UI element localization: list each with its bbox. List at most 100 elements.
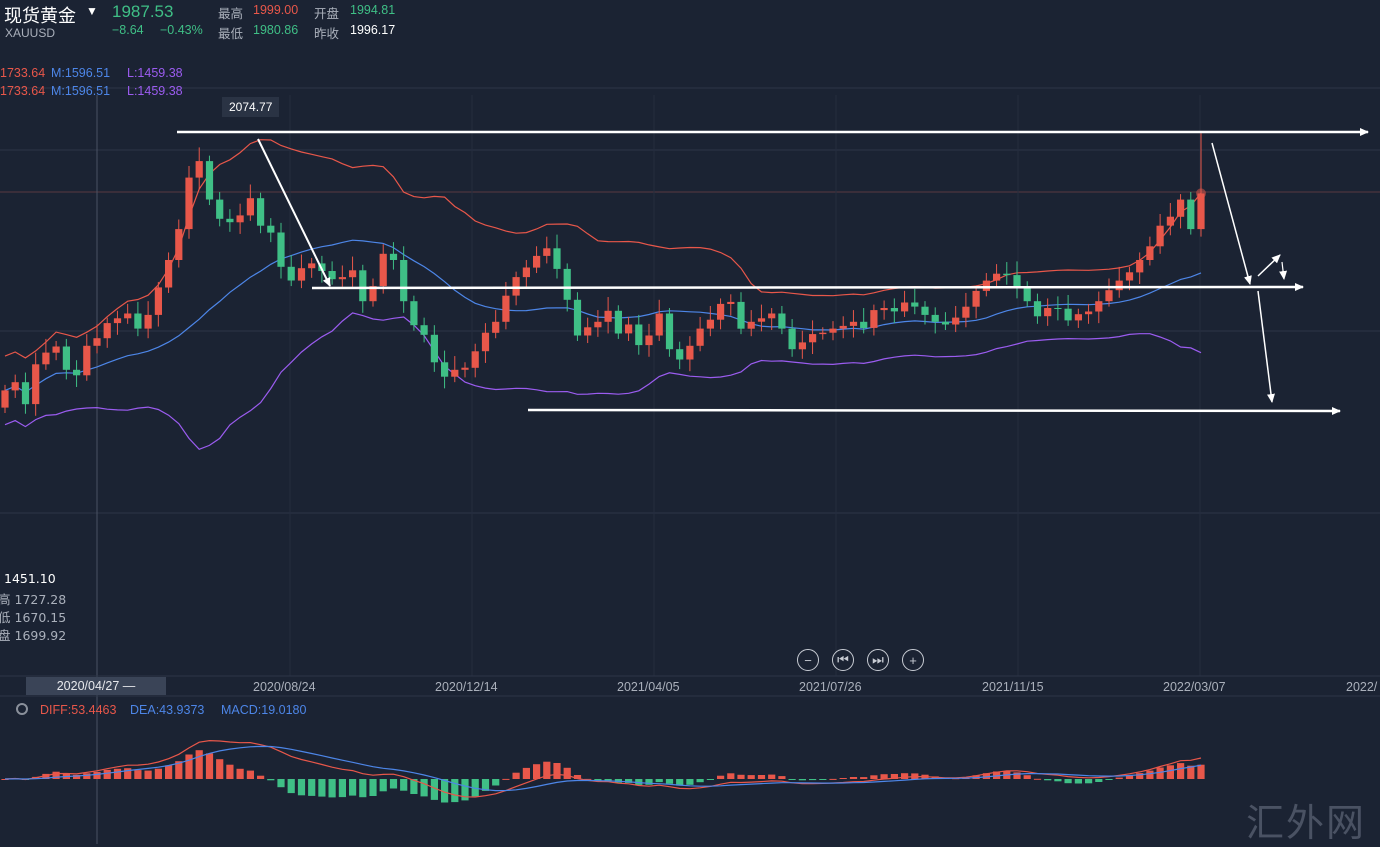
candle-body: [839, 325, 847, 329]
boll-lower-legend: L:1459.38: [127, 66, 183, 80]
macd-bar: [318, 779, 326, 797]
macd-bar: [349, 779, 357, 796]
price-change-pct: −0.43%: [160, 23, 203, 37]
candle-body: [430, 334, 438, 363]
low-label: 最低: [218, 26, 244, 41]
candle-body: [798, 342, 806, 350]
macd-bar: [359, 779, 367, 798]
candle-body: [727, 301, 735, 304]
candle-body: [410, 301, 418, 326]
candle-body: [1115, 280, 1123, 291]
gear-icon[interactable]: [16, 703, 28, 715]
zoom-in-icon[interactable]: +: [902, 649, 924, 671]
candle-body: [614, 310, 622, 334]
candle-body: [165, 260, 173, 288]
boll-lower-legend-2: L:1459.38: [127, 84, 183, 98]
breakdown-arrow: [1257, 290, 1275, 403]
instrument-title[interactable]: 现货黄金: [4, 6, 76, 27]
candle-body: [1156, 225, 1164, 247]
candle-body: [1125, 272, 1134, 281]
candle-body: [676, 349, 684, 360]
boll-mid-line: [4, 239, 1202, 393]
macd-bar: [461, 779, 469, 801]
candle-body: [880, 308, 888, 311]
boll-mid-legend-2: M:1596.51: [51, 84, 111, 98]
zoom-out-icon[interactable]: −: [797, 649, 819, 671]
annotation-arrows: [177, 128, 1369, 415]
candlesticks: [1, 133, 1206, 416]
candle-body: [52, 346, 60, 353]
date-tick: 2022/03/07: [1163, 680, 1226, 694]
macd-bar: [604, 779, 612, 781]
macd-bar: [798, 779, 806, 781]
candle-body: [696, 328, 704, 346]
macd-bar: [308, 779, 316, 796]
date-tick: 2022/: [1346, 680, 1378, 694]
candle-body: [451, 369, 459, 377]
macd-bar: [1095, 779, 1103, 782]
candle-body: [1085, 311, 1093, 315]
candle-body: [982, 280, 990, 291]
macd-bar: [625, 779, 633, 783]
candle-body: [962, 306, 970, 318]
macd-bar: [1, 779, 9, 780]
macd-value-legend: MACD:19.0180: [221, 703, 307, 717]
macd-bar: [144, 770, 152, 779]
retest-arrow: [1279, 261, 1288, 280]
macd-bar: [870, 775, 878, 779]
candle-body: [829, 328, 837, 333]
skip-back-icon[interactable]: ⏮: [832, 649, 854, 671]
macd-bar: [512, 772, 520, 779]
macd-bar: [165, 765, 173, 779]
high-label: 最高: [218, 6, 244, 21]
macd-bar: [502, 778, 510, 780]
candle-body: [1095, 301, 1103, 312]
macd-bar: [267, 779, 275, 781]
macd-bar: [655, 779, 663, 783]
candle-body: [308, 263, 316, 269]
macd-bar: [451, 779, 459, 803]
candle-body: [297, 268, 306, 281]
macd-bar: [277, 779, 285, 788]
macd-bar: [757, 775, 766, 779]
ohlc-close: 盘 1699.92: [0, 628, 67, 643]
candle-body: [134, 313, 142, 329]
macd-bar: [901, 773, 909, 779]
candle-body: [788, 328, 796, 350]
candle-body: [655, 313, 663, 336]
candle-body: [941, 321, 950, 325]
macd-bar: [1074, 779, 1082, 784]
candle-body: [1074, 314, 1082, 321]
candle-body: [1197, 193, 1205, 230]
skip-forward-icon[interactable]: ⏭: [867, 649, 889, 671]
candle-body: [144, 314, 152, 329]
candle-body: [502, 295, 510, 322]
date-tick: 2020/08/24: [253, 680, 316, 694]
candle-body: [1, 390, 9, 408]
caret-down-icon[interactable]: ▼: [86, 4, 98, 18]
macd-bar: [1054, 779, 1062, 782]
candle-body: [175, 229, 183, 260]
macd-bar: [1013, 772, 1021, 779]
macd-bar: [788, 779, 796, 780]
candle-body: [1054, 308, 1062, 309]
candle-body: [747, 321, 755, 329]
macd-bar: [1136, 773, 1144, 779]
candle-body: [185, 177, 193, 230]
candle-body: [604, 310, 612, 322]
boll-upper-legend: 1733.64: [0, 66, 46, 80]
bounce-up-arrow: [1257, 254, 1281, 277]
macd-bar: [890, 774, 898, 779]
macd-bar: [1115, 777, 1123, 779]
candle-body: [369, 286, 377, 302]
candle-body: [205, 161, 214, 200]
candle-body: [226, 218, 234, 223]
candle-body: [1136, 260, 1144, 273]
crosshair-price: 1451.10: [2, 571, 58, 586]
macd-bar: [778, 776, 786, 779]
macd-bar: [124, 768, 132, 779]
candle-body: [420, 325, 428, 335]
macd-bar: [522, 767, 530, 779]
ohlc-low: 低 1670.15: [0, 610, 67, 625]
